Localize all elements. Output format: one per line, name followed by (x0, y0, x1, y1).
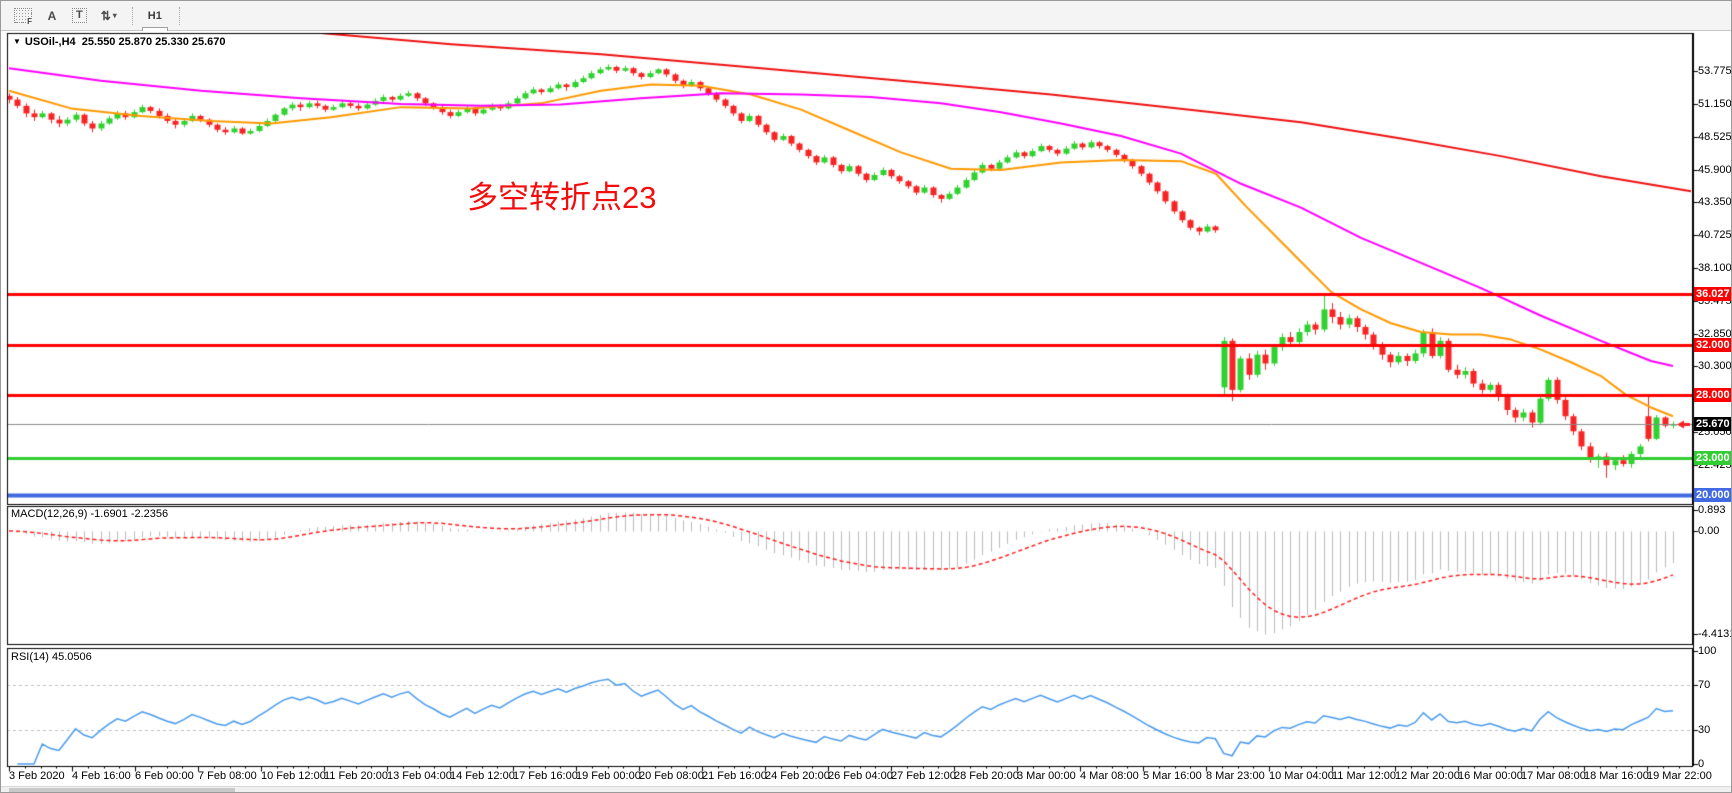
time-axis-label: 3 Mar 00:00 (1017, 770, 1076, 782)
chevron-down-icon: ▾ (112, 11, 117, 20)
horizontal-scrollbar[interactable] (1, 786, 1731, 792)
time-axis-label: 10 Feb 12:00 (261, 770, 326, 782)
time-axis-label: 18 Mar 16:00 (1584, 770, 1649, 782)
time-axis-label: 7 Feb 08:00 (198, 770, 257, 782)
time-axis-label: 14 Feb 12:00 (450, 770, 515, 782)
letter-t-icon: T (72, 8, 87, 23)
chart-title: ▼ USOil-,H4 25.550 25.870 25.330 25.670 (13, 36, 226, 48)
rsi-axis-label: 0 (1698, 758, 1705, 770)
letter-a-icon: A (47, 8, 57, 23)
price-axis-label: 40.725 (1698, 229, 1732, 241)
price-axis-label: 38.100 (1698, 262, 1732, 274)
text-label-tool-button[interactable]: A (39, 4, 65, 28)
chart-text-annotation[interactable]: 多空转折点23 (467, 180, 657, 215)
current-price-badge: 25.670 (1694, 417, 1731, 431)
price-level-badge: 23.000 (1694, 451, 1731, 465)
macd-axis-label: 0.00 (1698, 525, 1720, 537)
h-scrollbar-thumb[interactable] (9, 788, 235, 792)
price-level-badge: 20.000 (1694, 488, 1731, 502)
time-axis-label: 12 Mar 20:00 (1395, 770, 1460, 782)
macd-values: -1.6901 -2.2356 (90, 508, 169, 520)
time-axis-label: 27 Feb 12:00 (891, 770, 956, 782)
price-axis-label: 48.525 (1698, 131, 1732, 143)
price-level-badge: 36.027 (1694, 287, 1731, 301)
time-axis-label: 10 Mar 04:00 (1269, 770, 1334, 782)
chart-canvas[interactable] (1, 31, 1731, 792)
time-axis-label: 26 Feb 04:00 (828, 770, 893, 782)
time-axis-label: 4 Feb 16:00 (72, 770, 131, 782)
text-box-tool-button[interactable]: T (65, 4, 94, 28)
rsi-axis-label: 70 (1698, 679, 1711, 691)
arrows-tool-button[interactable]: ⇅ ▾ (94, 4, 124, 28)
ohlc-readout: 25.550 25.870 25.330 25.670 (81, 36, 226, 48)
price-level-badge: 28.000 (1694, 388, 1731, 402)
toolbar-separator (131, 6, 134, 25)
arrows-icon: ⇅ (100, 8, 111, 23)
dotted-grid-icon: F (14, 8, 32, 26)
time-axis-label: 6 Feb 00:00 (135, 770, 194, 782)
price-axis-label: 30.300 (1698, 360, 1732, 372)
toolbar: F A T ⇅ ▾ M1M5M15M30H1H4D1W1MN (1, 1, 1731, 110)
price-axis-label: 45.900 (1698, 164, 1732, 176)
time-axis-label: 11 Mar 12:00 (1332, 770, 1397, 782)
pattern-tool-button[interactable]: F (7, 4, 39, 28)
time-axis-label: 17 Mar 08:00 (1521, 770, 1586, 782)
price-level-badge: 32.000 (1694, 338, 1731, 352)
time-axis-label: 4 Mar 08:00 (1080, 770, 1139, 782)
time-axis-label: 3 Feb 2020 (9, 770, 65, 782)
time-axis-label: 11 Feb 20:00 (324, 770, 389, 782)
macd-indicator-label: MACD(12,26,9) -1.6901 -2.2356 (11, 508, 169, 520)
time-axis-label: 13 Feb 04:00 (387, 770, 452, 782)
time-axis-label: 24 Feb 20:00 (765, 770, 830, 782)
timeframe-button-h1[interactable]: H1 (142, 5, 168, 27)
price-axis-label: 43.350 (1698, 196, 1732, 208)
toolbar-separator (179, 6, 181, 25)
rsi-axis-label: 30 (1698, 724, 1711, 736)
symbol-timeframe-label: USOil-,H4 (24, 36, 76, 48)
price-axis-label: 51.150 (1698, 98, 1732, 110)
time-axis-label: 8 Mar 23:00 (1206, 770, 1265, 782)
time-axis-label: 19 Mar 22:00 (1647, 770, 1712, 782)
price-axis-label: 53.775 (1698, 65, 1732, 77)
time-axis-label: 20 Feb 08:00 (639, 770, 704, 782)
macd-axis-label: 0.893 (1698, 504, 1726, 516)
rsi-indicator-label: RSI(14) 45.0506 (11, 651, 92, 663)
price-axis-label: 32.850 (1698, 328, 1732, 340)
time-axis-label: 16 Mar 00:00 (1458, 770, 1523, 782)
time-axis-label: 5 Mar 16:00 (1143, 770, 1202, 782)
macd-axis-label: -4.4131 (1698, 628, 1732, 640)
symbol-dropdown-icon[interactable]: ▼ (13, 37, 21, 46)
time-axis-label: 19 Feb 00:00 (576, 770, 641, 782)
rsi-axis-label: 100 (1698, 645, 1717, 657)
rsi-value: 45.0506 (51, 651, 92, 663)
time-axis-label: 21 Feb 16:00 (702, 770, 767, 782)
time-axis-label: 17 Feb 16:00 (513, 770, 578, 782)
time-axis-label: 28 Feb 20:00 (954, 770, 1019, 782)
